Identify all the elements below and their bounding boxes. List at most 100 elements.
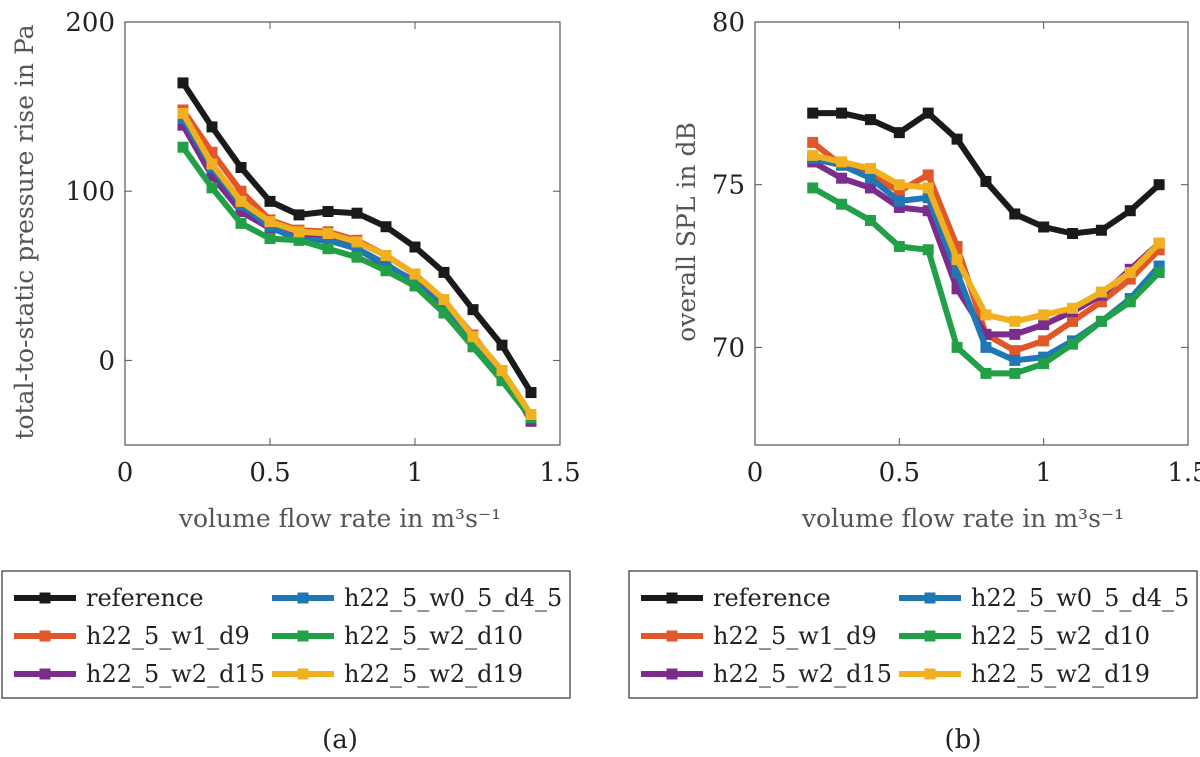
x-tick-label: 0.5 bbox=[249, 458, 290, 488]
data-point bbox=[1009, 367, 1021, 379]
legend-item: h22_5_w2_d19 bbox=[272, 660, 523, 688]
data-point bbox=[922, 169, 934, 181]
chart-panel-a: 0 0.5 1 1.5 0 100 200 volume flow rate in m³s⁻… bbox=[1, 8, 581, 755]
legend-item: h22_5_w2_d15 bbox=[14, 660, 265, 688]
data-point bbox=[177, 119, 189, 131]
data-point bbox=[893, 179, 905, 191]
data-point bbox=[1067, 228, 1079, 239]
data-point bbox=[1153, 244, 1165, 256]
y-axis-label: overall SPL in dB bbox=[672, 122, 701, 342]
x-tick-label: 0 bbox=[747, 458, 764, 488]
data-point bbox=[864, 114, 876, 126]
legend-swatch-marker bbox=[39, 668, 51, 680]
y-tick-label: 0 bbox=[98, 346, 115, 376]
y-tick-label: 100 bbox=[65, 177, 115, 207]
legend-label: h22_5_w1_d9 bbox=[713, 622, 877, 650]
data-point bbox=[864, 162, 876, 174]
legend-item: h22_5_w2_d10 bbox=[899, 622, 1150, 650]
data-point bbox=[893, 195, 905, 207]
data-point bbox=[293, 234, 305, 246]
data-point bbox=[1067, 302, 1079, 314]
y-tick-label: 70 bbox=[712, 333, 745, 363]
data-point bbox=[980, 328, 992, 340]
legend-label: h22_5_w1_d9 bbox=[86, 622, 250, 650]
data-point bbox=[1067, 338, 1079, 350]
legend-swatch-marker bbox=[297, 592, 309, 604]
data-point bbox=[525, 387, 537, 399]
data-point bbox=[380, 249, 392, 261]
x-tick-label: 1 bbox=[1035, 458, 1052, 488]
data-point bbox=[1038, 335, 1050, 347]
data-point bbox=[235, 185, 247, 197]
data-point bbox=[864, 182, 876, 194]
data-point bbox=[380, 221, 392, 233]
data-point bbox=[177, 77, 189, 89]
data-point bbox=[467, 341, 479, 353]
data-point bbox=[235, 162, 247, 174]
data-point bbox=[496, 365, 508, 377]
data-point bbox=[206, 182, 218, 194]
data-point bbox=[264, 233, 276, 245]
legend-swatch-marker bbox=[666, 592, 678, 604]
data-point bbox=[1009, 328, 1021, 340]
data-point bbox=[322, 234, 334, 246]
legend-item: h22_5_w0_5_d4_5 bbox=[899, 584, 1189, 612]
data-point bbox=[293, 226, 305, 238]
data-point bbox=[351, 207, 363, 219]
data-point bbox=[1038, 319, 1050, 331]
data-point bbox=[496, 339, 508, 351]
data-point bbox=[951, 267, 963, 279]
data-point bbox=[206, 158, 218, 170]
data-point bbox=[351, 251, 363, 263]
data-point bbox=[980, 367, 992, 379]
data-point bbox=[893, 241, 905, 253]
x-axis-label: volume flow rate in m³s⁻¹ bbox=[178, 504, 501, 533]
data-point bbox=[177, 107, 189, 119]
x-axis-label: volume flow rate in m³s⁻¹ bbox=[801, 504, 1124, 533]
legend-item: h22_5_w2_d15 bbox=[641, 660, 892, 688]
data-point bbox=[922, 182, 934, 194]
data-point bbox=[409, 268, 421, 280]
data-point bbox=[525, 409, 537, 421]
y-tick-label: 80 bbox=[712, 8, 745, 38]
x-tick-label: 1.5 bbox=[539, 458, 580, 488]
data-point bbox=[438, 266, 450, 278]
data-point bbox=[1095, 286, 1107, 298]
legend-swatch-marker bbox=[297, 630, 309, 642]
data-point bbox=[836, 107, 848, 119]
data-point bbox=[836, 198, 848, 210]
data-point bbox=[409, 241, 421, 253]
data-point bbox=[467, 304, 479, 316]
data-point bbox=[206, 121, 218, 133]
data-point bbox=[951, 241, 963, 253]
data-point bbox=[264, 216, 276, 228]
legend-swatch-marker bbox=[297, 668, 309, 680]
data-point bbox=[893, 201, 905, 213]
data-point bbox=[980, 175, 992, 187]
data-point bbox=[496, 375, 508, 387]
legend-swatch-marker bbox=[39, 630, 51, 642]
data-point bbox=[235, 217, 247, 229]
plot-frame bbox=[124, 21, 561, 446]
legend-swatch-marker bbox=[924, 592, 936, 604]
data-point bbox=[322, 228, 334, 239]
data-point bbox=[177, 141, 189, 153]
data-point bbox=[351, 243, 363, 255]
data-point bbox=[1124, 296, 1136, 308]
data-point bbox=[467, 331, 479, 343]
data-point bbox=[1124, 267, 1136, 279]
data-point bbox=[807, 149, 819, 161]
legend-item: reference bbox=[14, 584, 204, 612]
data-point bbox=[206, 146, 218, 158]
plot-frame bbox=[754, 21, 1189, 446]
data-point bbox=[1009, 208, 1021, 220]
data-point bbox=[322, 243, 334, 255]
data-point bbox=[836, 156, 848, 168]
data-point bbox=[206, 170, 218, 182]
legend-label: h22_5_w2_d10 bbox=[971, 622, 1150, 650]
legend-swatch-marker bbox=[924, 630, 936, 642]
data-point bbox=[1067, 315, 1079, 327]
data-point bbox=[980, 309, 992, 321]
x-tick-label: 1 bbox=[407, 458, 424, 488]
